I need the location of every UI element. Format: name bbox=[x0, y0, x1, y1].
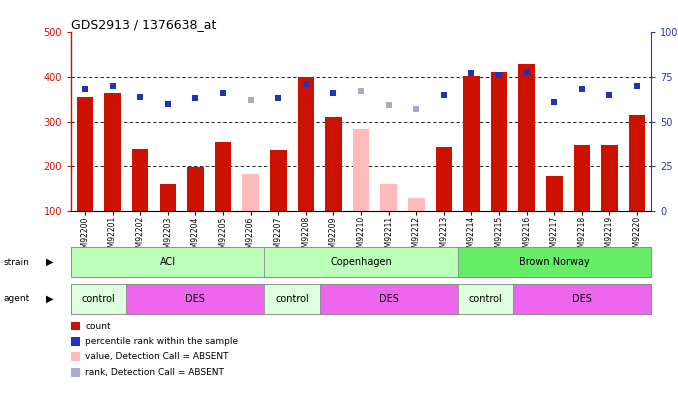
Text: control: control bbox=[468, 294, 502, 304]
Bar bbox=[458, 284, 513, 314]
Text: DES: DES bbox=[572, 294, 592, 304]
Bar bbox=[215, 143, 231, 211]
Bar bbox=[519, 64, 535, 211]
Bar bbox=[513, 284, 651, 314]
Bar bbox=[353, 129, 370, 211]
Bar bbox=[574, 145, 590, 211]
Bar bbox=[546, 176, 563, 211]
Text: GDS2913 / 1376638_at: GDS2913 / 1376638_at bbox=[71, 18, 216, 31]
Bar bbox=[463, 76, 480, 211]
Bar bbox=[187, 167, 203, 211]
Bar bbox=[629, 115, 645, 211]
Bar bbox=[435, 147, 452, 211]
Text: ▶: ▶ bbox=[46, 257, 54, 267]
Bar bbox=[159, 184, 176, 211]
Text: Copenhagen: Copenhagen bbox=[330, 257, 392, 267]
Text: DES: DES bbox=[186, 294, 205, 304]
Text: strain: strain bbox=[3, 258, 29, 267]
Bar bbox=[601, 145, 618, 211]
Text: DES: DES bbox=[379, 294, 399, 304]
Bar bbox=[491, 72, 507, 211]
Text: Brown Norway: Brown Norway bbox=[519, 257, 590, 267]
Text: ▶: ▶ bbox=[46, 294, 54, 304]
Bar bbox=[242, 174, 259, 211]
Bar bbox=[132, 149, 148, 211]
Bar bbox=[104, 93, 121, 211]
Bar bbox=[458, 247, 651, 277]
Bar bbox=[319, 284, 458, 314]
Bar bbox=[264, 247, 458, 277]
Bar bbox=[325, 117, 342, 211]
Bar bbox=[71, 284, 126, 314]
Text: control: control bbox=[82, 294, 116, 304]
Text: rank, Detection Call = ABSENT: rank, Detection Call = ABSENT bbox=[85, 368, 224, 377]
Text: percentile rank within the sample: percentile rank within the sample bbox=[85, 337, 239, 346]
Bar bbox=[270, 151, 287, 211]
Text: count: count bbox=[85, 322, 111, 330]
Text: ACI: ACI bbox=[160, 257, 176, 267]
Bar bbox=[298, 77, 314, 211]
Bar bbox=[126, 284, 264, 314]
Bar bbox=[380, 184, 397, 211]
Text: value, Detection Call = ABSENT: value, Detection Call = ABSENT bbox=[85, 352, 229, 361]
Bar bbox=[71, 247, 264, 277]
Bar bbox=[408, 198, 424, 211]
Text: agent: agent bbox=[3, 294, 30, 303]
Bar bbox=[77, 97, 94, 211]
Bar bbox=[264, 284, 319, 314]
Text: control: control bbox=[275, 294, 309, 304]
